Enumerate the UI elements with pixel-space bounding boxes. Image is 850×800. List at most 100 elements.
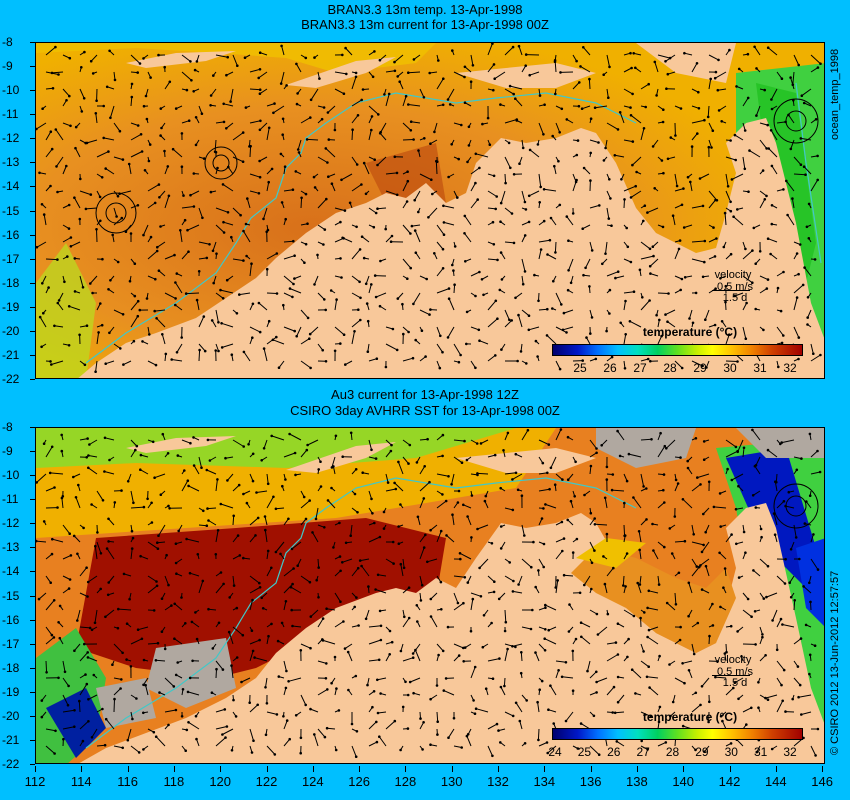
current-vector-head-icon: [510, 212, 514, 215]
current-vector-head-icon: [561, 328, 565, 332]
current-vector-head-icon: [575, 178, 578, 182]
current-vector-head-icon: [344, 541, 348, 545]
current-vector-head-icon: [235, 656, 239, 659]
current-vector-head-icon: [478, 339, 481, 343]
current-vector-head-icon: [799, 637, 803, 640]
current-vector-head-icon: [153, 476, 156, 479]
current-vector-head-icon: [195, 637, 199, 641]
current-vector-head-icon: [700, 588, 704, 591]
current-vector-head-icon: [122, 572, 126, 576]
current-vector-head-icon: [757, 681, 760, 684]
current-vector-head-icon: [40, 345, 43, 349]
current-vector-icon: [345, 47, 353, 56]
current-vector-head-icon: [150, 521, 154, 524]
current-vector-head-icon: [313, 283, 316, 286]
current-vector-head-icon: [789, 76, 792, 79]
current-vector-head-icon: [816, 568, 820, 571]
current-vector-head-icon: [539, 185, 542, 189]
current-vector-icon: [412, 643, 421, 654]
current-vector-head-icon: [284, 600, 288, 603]
current-vector-head-icon: [323, 735, 327, 739]
current-vector-head-icon: [518, 719, 522, 723]
current-vector-head-icon: [384, 365, 388, 369]
current-vector-head-icon: [78, 217, 82, 221]
x-axis-label: 112: [24, 774, 46, 789]
current-vector-icon: [171, 359, 183, 362]
current-vector-head-icon: [393, 719, 397, 723]
current-vector-head-icon: [412, 138, 415, 141]
current-vector-head-icon: [198, 348, 201, 352]
current-vector-head-icon: [376, 163, 379, 167]
current-vector-head-icon: [195, 60, 199, 63]
current-vector-head-icon: [101, 257, 104, 261]
current-vector-head-icon: [484, 687, 488, 690]
current-vector-head-icon: [219, 288, 222, 292]
current-vector-head-icon: [498, 288, 502, 292]
current-vector-head-icon: [807, 202, 811, 206]
current-vector-head-icon: [270, 566, 273, 570]
current-vector-head-icon: [200, 112, 204, 115]
current-vector-icon: [232, 54, 238, 66]
current-vector-icon: [810, 745, 817, 756]
current-vector-head-icon: [226, 55, 229, 59]
current-vector-head-icon: [223, 708, 227, 711]
current-vector-head-icon: [194, 116, 198, 119]
current-vector-head-icon: [619, 321, 622, 325]
current-vector-head-icon: [293, 451, 297, 455]
current-vector-head-icon: [222, 102, 225, 106]
current-vector-icon: [263, 439, 268, 449]
current-vector-icon: [774, 481, 778, 492]
current-vector-head-icon: [806, 296, 810, 299]
current-vector-head-icon: [766, 46, 770, 49]
current-vector-head-icon: [595, 680, 598, 684]
current-vector-head-icon: [775, 648, 779, 652]
current-vector-head-icon: [185, 728, 189, 732]
current-vector-icon: [470, 326, 479, 331]
current-vector-icon: [583, 575, 591, 586]
current-vector-icon: [36, 241, 47, 248]
current-vector-head-icon: [492, 243, 496, 246]
current-vector-head-icon: [200, 466, 203, 469]
current-vector-head-icon: [492, 88, 495, 92]
current-vector-icon: [249, 586, 261, 594]
current-vector-head-icon: [804, 623, 808, 627]
current-vector-icon: [789, 575, 795, 583]
current-vector-head-icon: [437, 653, 440, 657]
current-vector-head-icon: [700, 685, 704, 688]
current-vector-head-icon: [734, 445, 738, 449]
current-vector-head-icon: [374, 211, 378, 215]
current-vector-head-icon: [222, 120, 226, 124]
current-vector-head-icon: [661, 120, 665, 124]
current-vector-head-icon: [703, 118, 706, 122]
current-vector-icon: [385, 488, 396, 492]
current-vector-head-icon: [491, 677, 495, 680]
current-vector-head-icon: [273, 753, 277, 756]
current-vector-icon: [266, 292, 278, 294]
current-vector-head-icon: [460, 746, 464, 749]
current-vector-head-icon: [96, 531, 99, 534]
current-vector-head-icon: [626, 245, 630, 249]
current-vector-icon: [555, 429, 562, 441]
current-vector-head-icon: [285, 84, 288, 87]
current-vector-head-icon: [631, 140, 635, 143]
current-vector-head-icon: [194, 611, 197, 614]
current-vector-head-icon: [142, 57, 145, 60]
current-vector-icon: [487, 258, 498, 261]
current-vector-head-icon: [250, 629, 254, 632]
current-vector-head-icon: [90, 503, 93, 506]
current-vector-head-icon: [68, 532, 71, 535]
current-vector-icon: [295, 63, 302, 73]
x-axis-tick: [775, 766, 777, 772]
current-vector-head-icon: [470, 536, 473, 539]
current-vector-head-icon: [337, 709, 341, 712]
current-vector-head-icon: [616, 622, 620, 625]
current-vector-icon: [790, 139, 795, 150]
current-vector-head-icon: [321, 617, 325, 620]
current-vector-head-icon: [159, 107, 163, 110]
current-vector-head-icon: [194, 714, 198, 718]
current-vector-head-icon: [546, 471, 549, 475]
current-vector-head-icon: [296, 564, 300, 567]
current-vector-head-icon: [703, 260, 706, 264]
current-vector-icon: [487, 43, 493, 56]
current-vector-head-icon: [508, 561, 512, 564]
